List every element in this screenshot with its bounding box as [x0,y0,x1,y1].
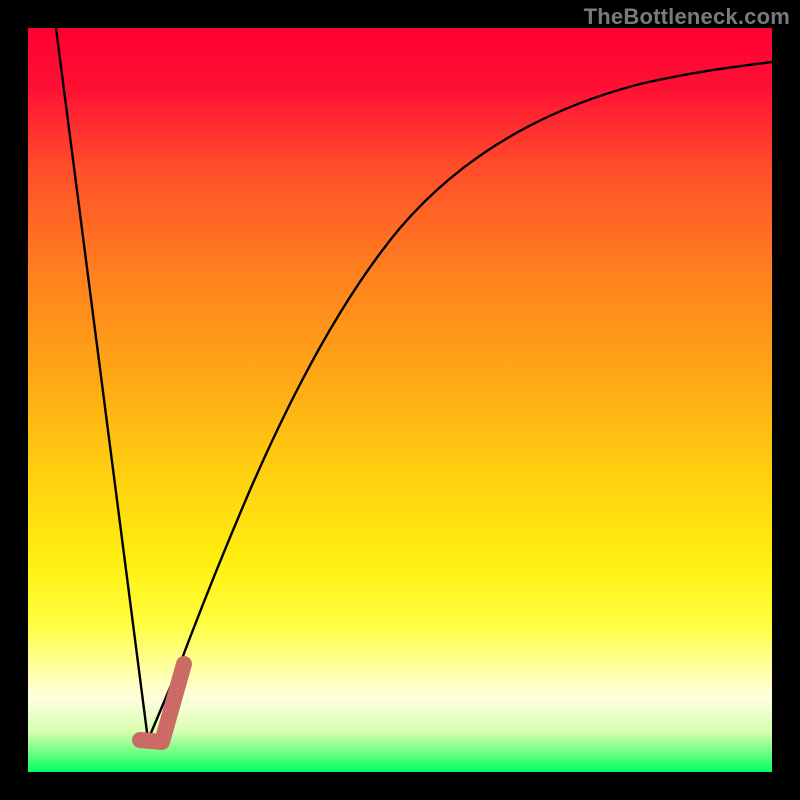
watermark-text: TheBottleneck.com [584,4,790,30]
gradient-plot-area [28,28,772,772]
bottleneck-chart [0,0,800,800]
chart-frame: TheBottleneck.com [0,0,800,800]
